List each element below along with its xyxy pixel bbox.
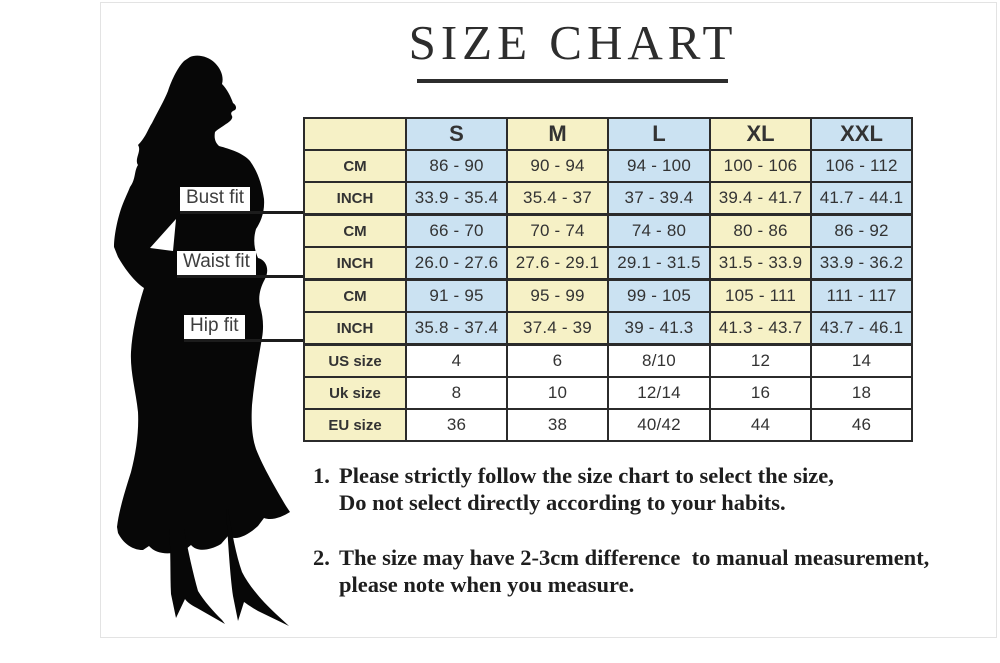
note-1: 1. Please strictly follow the size chart… <box>313 462 834 516</box>
col-header-s: S <box>405 117 508 151</box>
cell: 86 - 90 <box>405 149 508 183</box>
table-row-hip-inch: INCH 35.8 - 37.4 37.4 - 39 39 - 41.3 41.… <box>303 311 913 346</box>
header-row: S M L XL XXL <box>303 117 913 151</box>
waist-leader-line <box>177 275 303 278</box>
cell: 86 - 92 <box>810 213 913 248</box>
cell: 66 - 70 <box>405 213 508 248</box>
cell: 105 - 111 <box>709 278 812 313</box>
cell: 99 - 105 <box>607 278 711 313</box>
corner-cell <box>303 117 407 151</box>
cell: 43.7 - 46.1 <box>810 311 913 346</box>
row-label: CM <box>303 149 407 183</box>
cell: 33.9 - 35.4 <box>405 181 508 216</box>
cell: 44 <box>709 408 812 442</box>
note-2: 2. The size may have 2-3cm difference to… <box>313 544 929 598</box>
cell: 26.0 - 27.6 <box>405 246 508 281</box>
note-number: 1. <box>313 463 330 488</box>
cell: 91 - 95 <box>405 278 508 313</box>
cell: 29.1 - 31.5 <box>607 246 711 281</box>
table-row-us-size: US size 4 6 8/10 12 14 <box>303 343 913 378</box>
note-line: please note when you measure. <box>339 572 635 597</box>
cell: 4 <box>405 343 508 378</box>
note-line: The size may have 2-3cm difference to ma… <box>339 545 930 570</box>
cell: 38 <box>506 408 609 442</box>
cell: 35.8 - 37.4 <box>405 311 508 346</box>
col-header-xl: XL <box>709 117 812 151</box>
row-label: Uk size <box>303 376 407 410</box>
cell: 37 - 39.4 <box>607 181 711 216</box>
col-header-xxl: XXL <box>810 117 913 151</box>
woman-silhouette-graphic <box>114 55 290 626</box>
table-row-hip-cm: CM 91 - 95 95 - 99 99 - 105 105 - 111 11… <box>303 278 913 313</box>
cell: 18 <box>810 376 913 410</box>
cell: 74 - 80 <box>607 213 711 248</box>
cell: 14 <box>810 343 913 378</box>
waist-fit-label: Waist fit <box>177 251 256 275</box>
hip-fit-label: Hip fit <box>184 315 245 339</box>
cell: 27.6 - 29.1 <box>506 246 609 281</box>
cell: 111 - 117 <box>810 278 913 313</box>
page-title: SIZE CHART <box>408 15 738 70</box>
bust-leader-line <box>180 211 303 214</box>
row-label: CM <box>303 278 407 313</box>
cell: 8 <box>405 376 508 410</box>
table-row-waist-cm: CM 66 - 70 70 - 74 74 - 80 80 - 86 86 - … <box>303 213 913 248</box>
cell: 36 <box>405 408 508 442</box>
table-row-waist-inch: INCH 26.0 - 27.6 27.6 - 29.1 29.1 - 31.5… <box>303 246 913 281</box>
image-frame-border <box>100 2 997 638</box>
cell: 31.5 - 33.9 <box>709 246 812 281</box>
size-table: S M L XL XXL CM 86 - 90 90 - 94 94 - 100… <box>303 117 913 442</box>
cell: 95 - 99 <box>506 278 609 313</box>
cell: 12/14 <box>607 376 711 410</box>
cell: 40/42 <box>607 408 711 442</box>
table-row-bust-cm: CM 86 - 90 90 - 94 94 - 100 100 - 106 10… <box>303 149 913 183</box>
cell: 8/10 <box>607 343 711 378</box>
cell: 39.4 - 41.7 <box>709 181 812 216</box>
cell: 41.3 - 43.7 <box>709 311 812 346</box>
cell: 70 - 74 <box>506 213 609 248</box>
cell: 106 - 112 <box>810 149 913 183</box>
cell: 39 - 41.3 <box>607 311 711 346</box>
note-number: 2. <box>313 545 330 570</box>
bust-fit-label: Bust fit <box>180 187 251 211</box>
cell: 33.9 - 36.2 <box>810 246 913 281</box>
cell: 35.4 - 37 <box>506 181 609 216</box>
cell: 37.4 - 39 <box>506 311 609 346</box>
cell: 94 - 100 <box>607 149 711 183</box>
note-line: Do not select directly according to your… <box>339 490 786 515</box>
table-row-bust-inch: INCH 33.9 - 35.4 35.4 - 37 37 - 39.4 39.… <box>303 181 913 216</box>
cell: 10 <box>506 376 609 410</box>
cell: 41.7 - 44.1 <box>810 181 913 216</box>
row-label: INCH <box>303 246 407 281</box>
row-label: INCH <box>303 311 407 346</box>
cell: 16 <box>709 376 812 410</box>
cell: 46 <box>810 408 913 442</box>
cell: 12 <box>709 343 812 378</box>
cell: 100 - 106 <box>709 149 812 183</box>
note-text: The size may have 2-3cm difference to ma… <box>339 544 929 598</box>
title-underline <box>417 79 728 83</box>
table-row-eu-size: EU size 36 38 40/42 44 46 <box>303 408 913 442</box>
col-header-l: L <box>607 117 711 151</box>
row-label: US size <box>303 343 407 378</box>
row-label: INCH <box>303 181 407 216</box>
note-text: Please strictly follow the size chart to… <box>339 462 834 516</box>
cell: 80 - 86 <box>709 213 812 248</box>
note-line: Please strictly follow the size chart to… <box>339 463 834 488</box>
col-header-m: M <box>506 117 609 151</box>
cell: 90 - 94 <box>506 149 609 183</box>
hip-leader-line <box>184 339 303 342</box>
row-label: CM <box>303 213 407 248</box>
table-row-uk-size: Uk size 8 10 12/14 16 18 <box>303 376 913 410</box>
row-label: EU size <box>303 408 407 442</box>
cell: 6 <box>506 343 609 378</box>
